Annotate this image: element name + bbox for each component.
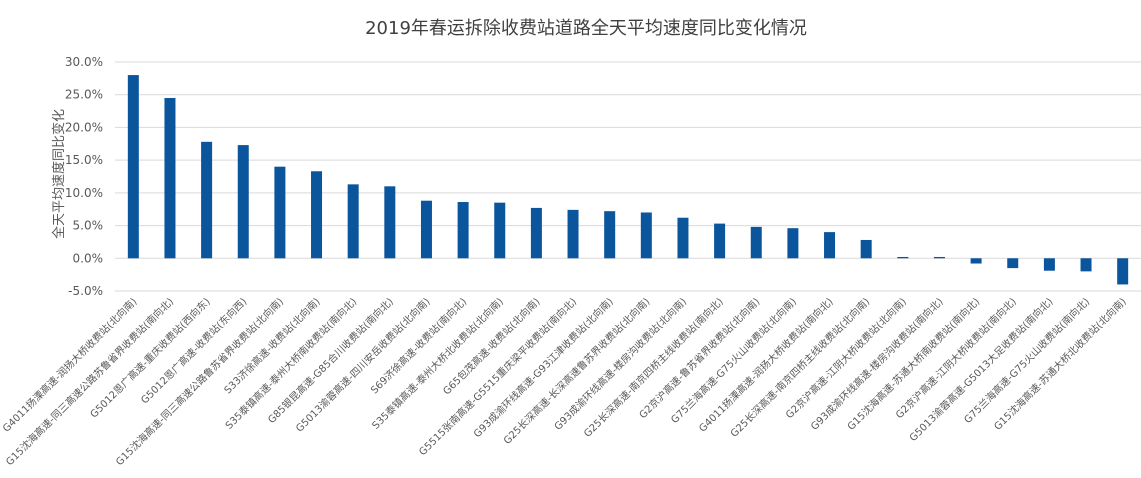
bar bbox=[274, 166, 286, 259]
y-tick-label: -5.0% bbox=[68, 284, 103, 298]
bar bbox=[127, 75, 139, 259]
bar bbox=[457, 202, 469, 259]
bar bbox=[604, 211, 616, 259]
x-category-label: G75兰海高速-G75火山收费站(南向北) bbox=[961, 295, 1092, 426]
bar bbox=[164, 97, 176, 259]
x-category-label: G93成渝环线高速-楼房沟收费站(南向北) bbox=[808, 295, 946, 433]
bar bbox=[1007, 258, 1019, 269]
bar bbox=[1043, 258, 1055, 271]
bar bbox=[237, 145, 249, 259]
bar bbox=[714, 223, 726, 259]
bar bbox=[567, 209, 579, 259]
x-category-label: G5013渝蓉高速-四川安岳收费站(北向南) bbox=[293, 295, 433, 435]
x-category-label: G15沈海高速-同三高速公路苏鲁省界收费站(南向北) bbox=[3, 295, 176, 468]
bar bbox=[970, 258, 982, 264]
bar bbox=[677, 217, 689, 259]
bar bbox=[384, 186, 396, 259]
bar bbox=[530, 207, 542, 259]
x-category-label: S35泰镇高速-泰州大桥南收费站(南向北) bbox=[222, 295, 359, 432]
x-category-label: G85银昆高速-G85合川收费站(南向北) bbox=[265, 295, 396, 426]
bar bbox=[787, 228, 799, 259]
bar bbox=[933, 256, 945, 259]
x-category-label: G15沈海高速-苏通大桥北收费站(北向南) bbox=[991, 295, 1129, 433]
x-category-label: G93成渝环线高速-楼房沟收费站(北向南) bbox=[551, 295, 689, 433]
bar bbox=[201, 141, 213, 259]
x-category-label: G4011扬溧高速-润扬大桥收费站(南向北) bbox=[696, 295, 836, 435]
bar bbox=[1080, 258, 1092, 272]
bar bbox=[750, 226, 762, 259]
bar bbox=[494, 202, 506, 259]
x-axis-category-labels: G4011扬溧高速-润扬大桥收费站(北向南)G15沈海高速-同三高速公路苏鲁省界… bbox=[0, 295, 1129, 468]
y-axis-ticks: -5.0% 0.0% 5.0% 10.0% 15.0% 20.0% 25.0% 30.0% bbox=[65, 55, 103, 298]
bar bbox=[311, 171, 323, 259]
y-tick-label: 20.0% bbox=[65, 120, 103, 134]
bar bbox=[824, 232, 836, 259]
bar bbox=[897, 256, 909, 259]
bar bbox=[860, 239, 872, 259]
bar bbox=[1117, 258, 1129, 285]
y-tick-label: 10.0% bbox=[65, 186, 103, 200]
bar bbox=[420, 200, 432, 259]
x-category-label: S35泰镇高速-泰州大桥北收费站(北向南) bbox=[369, 295, 506, 432]
y-tick-label: 30.0% bbox=[65, 55, 103, 69]
y-axis-label: 全天平均速度同比变化 bbox=[51, 109, 67, 239]
y-tick-label: 0.0% bbox=[73, 251, 104, 265]
bars bbox=[127, 75, 1129, 285]
y-tick-label: 5.0% bbox=[73, 219, 104, 233]
x-category-label: G4011扬溧高速-润扬大桥收费站(北向南) bbox=[0, 295, 140, 435]
x-category-label: G75兰海高速-G75火山收费站(北向南) bbox=[668, 295, 799, 426]
y-tick-label: 15.0% bbox=[65, 153, 103, 167]
x-category-label: G15沈海高速-同三高速公路鲁苏省界收费站(北向南) bbox=[113, 295, 286, 468]
bar bbox=[347, 184, 359, 259]
bar bbox=[640, 212, 652, 259]
chart-title: 2019年春运拆除收费站道路全天平均速度同比变化情况 bbox=[365, 18, 807, 39]
y-tick-label: 25.0% bbox=[65, 88, 103, 102]
gridlines bbox=[115, 61, 1141, 292]
x-category-label: G15沈海高速-苏通大桥南收费站(南向北) bbox=[844, 295, 982, 433]
